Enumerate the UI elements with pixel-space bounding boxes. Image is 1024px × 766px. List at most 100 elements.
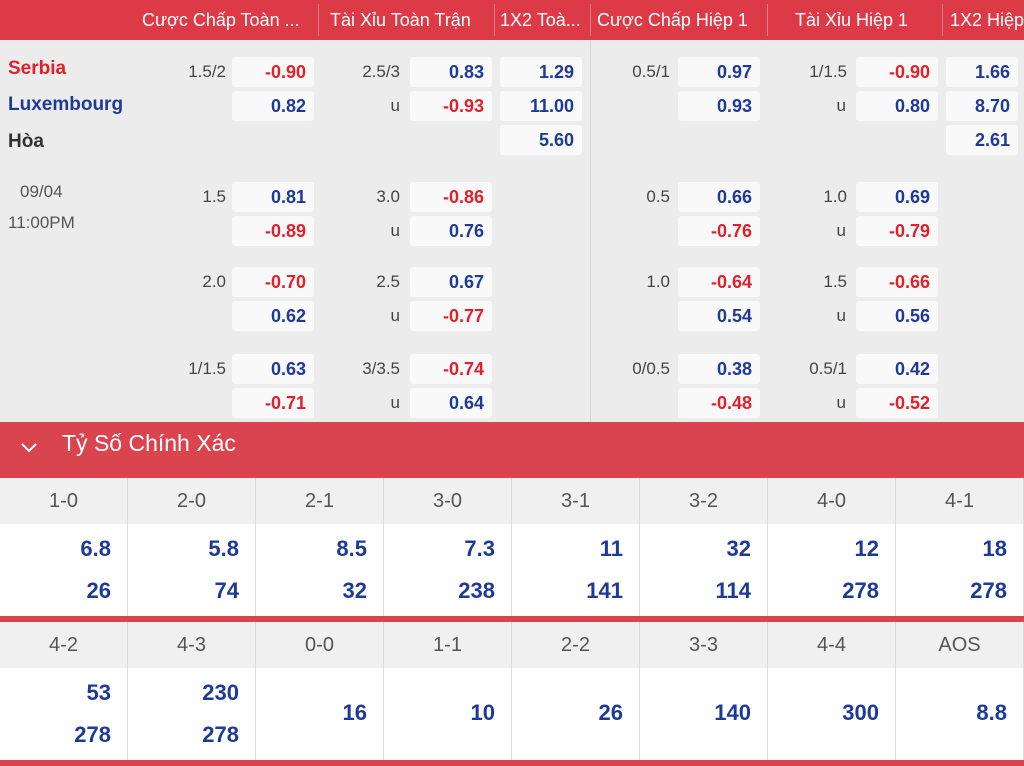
score-cell[interactable]: 230 278 — [128, 668, 256, 760]
odds-cell-under[interactable]: -0.77 — [410, 301, 492, 331]
col-header-handicap-h1[interactable]: Cược Chấp Hiệp 1 — [597, 10, 748, 30]
away-team-name: Luxembourg — [8, 94, 124, 115]
score-label: 4-0 — [768, 478, 896, 524]
score-odds-top[interactable]: 8.5 — [336, 536, 367, 561]
score-odds-value[interactable]: 10 — [470, 700, 495, 725]
score-cell[interactable]: 10 — [384, 668, 512, 760]
score-cell[interactable]: 6.8 26 — [0, 524, 128, 616]
odds-cell-1x2-away[interactable]: 11.00 — [500, 91, 582, 121]
score-odds-bottom[interactable]: 238 — [458, 578, 495, 603]
score-cell[interactable]: 26 — [512, 668, 640, 760]
h1-handicap-line: 0/0.5 — [632, 359, 670, 378]
odds-cell-over[interactable]: 0.67 — [410, 267, 492, 297]
score-cell[interactable]: 16 — [256, 668, 384, 760]
score-odds-top[interactable]: 18 — [982, 536, 1007, 561]
odds-cell-handicap-home[interactable]: 0.63 — [232, 354, 314, 384]
score-cell[interactable]: 8.8 — [896, 668, 1024, 760]
score-odds-top[interactable]: 230 — [202, 680, 239, 705]
odds-cell-h1-under[interactable]: 0.80 — [856, 91, 938, 121]
odds-cell-h1-under[interactable]: 0.56 — [856, 301, 938, 331]
odds-cell-h1-handicap-away[interactable]: 0.54 — [678, 301, 760, 331]
odds-cell-h1-1x2-home[interactable]: 1.66 — [946, 57, 1018, 87]
score-odds-bottom[interactable]: 278 — [202, 722, 239, 747]
odds-cell-handicap-home[interactable]: -0.70 — [232, 267, 314, 297]
odds-cell-handicap-away[interactable]: -0.89 — [232, 216, 314, 246]
score-cell[interactable]: 7.3 238 — [384, 524, 512, 616]
score-odds-bottom[interactable]: 278 — [842, 578, 879, 603]
odds-cell-1x2-home[interactable]: 1.29 — [500, 57, 582, 87]
score-odds-value[interactable]: 8.8 — [976, 700, 1007, 725]
odds-cell-h1-over[interactable]: 0.69 — [856, 182, 938, 212]
odds-cell-h1-over[interactable]: -0.90 — [856, 57, 938, 87]
score-label: 3-1 — [512, 478, 640, 524]
score-odds-bottom[interactable]: 278 — [970, 578, 1007, 603]
score-cell[interactable]: 5.8 74 — [128, 524, 256, 616]
score-odds-bottom[interactable]: 141 — [586, 578, 623, 603]
score-odds-bottom[interactable]: 32 — [342, 578, 367, 603]
odds-cell-handicap-away[interactable]: 0.62 — [232, 301, 314, 331]
odds-cell-h1-handicap-home[interactable]: 0.38 — [678, 354, 760, 384]
score-odds-top[interactable]: 11 — [599, 536, 623, 561]
over-under-line: 3.0 — [376, 187, 400, 206]
odds-cell-h1-handicap-away[interactable]: 0.93 — [678, 91, 760, 121]
score-cell[interactable]: 18 278 — [896, 524, 1024, 616]
odds-cell-h1-under[interactable]: -0.79 — [856, 216, 938, 246]
odds-cell-h1-handicap-away[interactable]: -0.76 — [678, 216, 760, 246]
score-cell[interactable]: 53 278 — [0, 668, 128, 760]
col-header-1x2-full[interactable]: 1X2 Toà... — [500, 10, 581, 30]
odds-cell-h1-handicap-home[interactable]: 0.97 — [678, 57, 760, 87]
odds-cell-h1-1x2-draw[interactable]: 2.61 — [946, 125, 1018, 155]
score-cell[interactable]: 12 278 — [768, 524, 896, 616]
odds-cell-handicap-home[interactable]: 0.81 — [232, 182, 314, 212]
odds-cell-under[interactable]: -0.93 — [410, 91, 492, 121]
odds-cell-over[interactable]: -0.86 — [410, 182, 492, 212]
score-odds-value[interactable]: 16 — [342, 700, 367, 725]
score-odds-bottom[interactable]: 26 — [86, 578, 111, 603]
score-odds-top[interactable]: 7.3 — [464, 536, 495, 561]
odds-cell-handicap-home[interactable]: -0.90 — [232, 57, 314, 87]
odds-cell-h1-under[interactable]: -0.52 — [856, 388, 938, 418]
score-odds-top[interactable]: 53 — [86, 680, 111, 705]
odds-cell-h1-over[interactable]: 0.42 — [856, 354, 938, 384]
score-cell[interactable]: 8.5 32 — [256, 524, 384, 616]
col-header-ou-h1[interactable]: Tài Xỉu Hiệp 1 — [795, 10, 909, 30]
score-odds-value[interactable]: 300 — [842, 700, 879, 725]
score-cell[interactable]: 32 114 — [640, 524, 768, 616]
score-odds-bottom[interactable]: 114 — [715, 578, 752, 603]
odds-cell-h1-handicap-home[interactable]: 0.66 — [678, 182, 760, 212]
correct-score-header[interactable]: Tỷ Số Chính Xác — [0, 422, 1024, 478]
score-cell[interactable]: 11 141 — [512, 524, 640, 616]
score-odds-bottom[interactable]: 278 — [74, 722, 111, 747]
score-odds-value[interactable]: 26 — [598, 700, 623, 725]
col-header-handicap-full[interactable]: Cược Chấp Toàn ... — [142, 10, 300, 30]
score-odds-value[interactable]: 140 — [714, 700, 751, 725]
odds-cell-under[interactable]: 0.76 — [410, 216, 492, 246]
score-odds-bottom[interactable]: 74 — [214, 578, 239, 603]
odds-cell-over[interactable]: 0.83 — [410, 57, 492, 87]
score-label: 3-3 — [640, 622, 768, 668]
score-odds-top[interactable]: 6.8 — [80, 536, 111, 561]
score-label: 4-3 — [128, 622, 256, 668]
score-cell[interactable]: 140 — [640, 668, 768, 760]
over-under-line: 2.5 — [376, 272, 400, 291]
odds-cell-under[interactable]: 0.64 — [410, 388, 492, 418]
chevron-down-icon[interactable] — [18, 436, 40, 458]
odds-cell-h1-over[interactable]: -0.66 — [856, 267, 938, 297]
odds-cell-h1-1x2-away[interactable]: 8.70 — [946, 91, 1018, 121]
odds-cell-h1-handicap-away[interactable]: -0.48 — [678, 388, 760, 418]
match-date: 09/04 — [20, 182, 63, 201]
handicap-line: 1.5/2 — [188, 62, 226, 81]
score-label: 2-0 — [128, 478, 256, 524]
score-cell[interactable]: 300 — [768, 668, 896, 760]
odds-cell-handicap-away[interactable]: 0.82 — [232, 91, 314, 121]
score-odds-top[interactable]: 5.8 — [208, 536, 239, 561]
score-odds-top[interactable]: 32 — [726, 536, 751, 561]
odds-cell-h1-handicap-home[interactable]: -0.64 — [678, 267, 760, 297]
score-odds-top[interactable]: 12 — [854, 536, 879, 561]
col-header-ou-full[interactable]: Tài Xỉu Toàn Trận — [330, 10, 471, 30]
odds-cell-over[interactable]: -0.74 — [410, 354, 492, 384]
col-header-1x2-h1[interactable]: 1X2 Hiệp — [950, 10, 1024, 30]
score-label: 4-4 — [768, 622, 896, 668]
odds-cell-handicap-away[interactable]: -0.71 — [232, 388, 314, 418]
odds-cell-1x2-draw[interactable]: 5.60 — [500, 125, 582, 155]
